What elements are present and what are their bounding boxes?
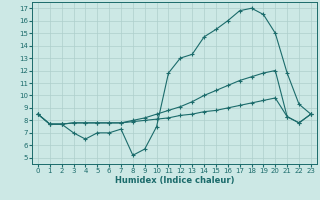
X-axis label: Humidex (Indice chaleur): Humidex (Indice chaleur) <box>115 176 234 185</box>
